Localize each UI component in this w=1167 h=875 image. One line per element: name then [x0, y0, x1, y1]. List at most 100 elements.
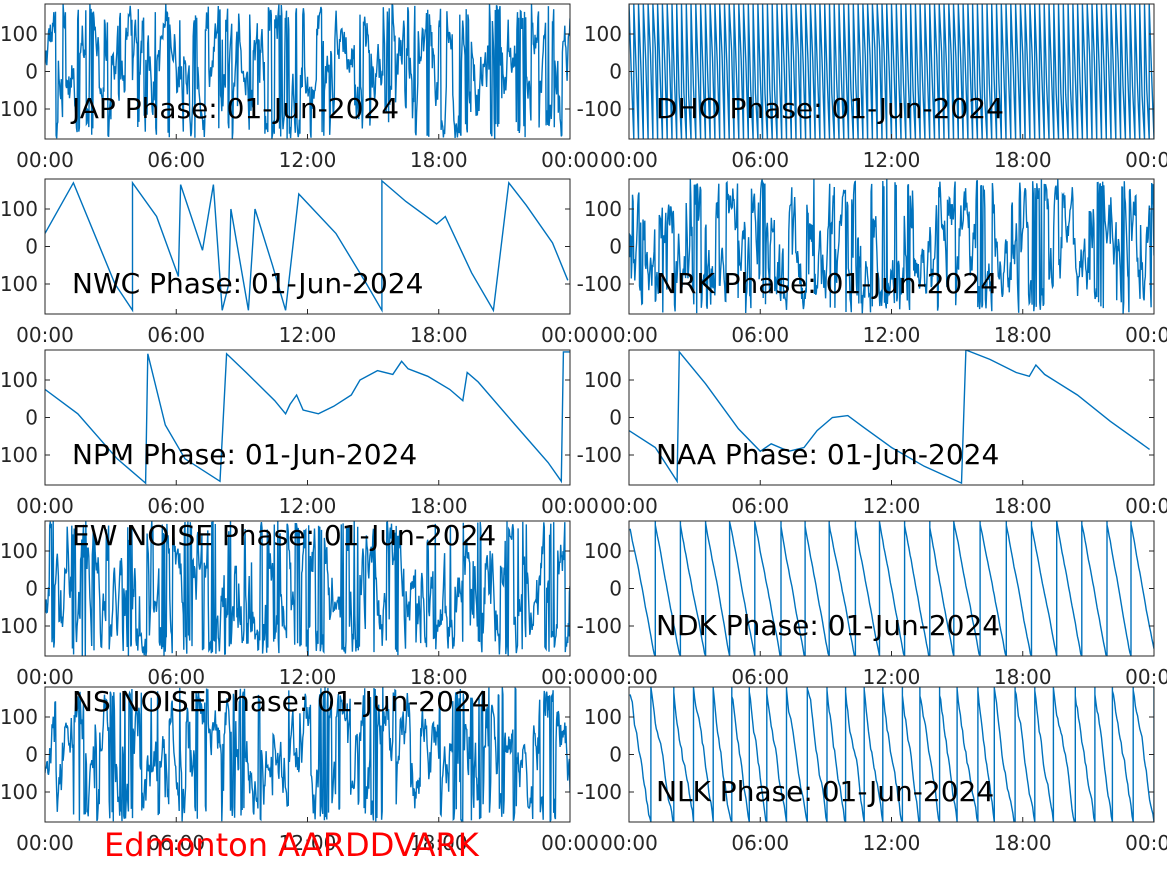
- y-tick-label: 100: [584, 705, 622, 729]
- x-tick-label: 12:00: [279, 665, 337, 689]
- panel-title: JAP Phase: 01-Jun-2024: [70, 92, 399, 125]
- y-tick-label: 100: [0, 614, 38, 638]
- phase-series-line: [45, 687, 570, 822]
- x-tick-label: 06:00: [147, 323, 205, 347]
- panel-npm: 100 0 100 00:00 06:00 12:00 18:00 00:00 NPM Phas…: [0, 349, 599, 518]
- y-tick-label: 0: [25, 406, 38, 430]
- y-tick-label: 0: [609, 406, 622, 430]
- panel-title: NDK Phase: 01-Jun-2024: [656, 609, 1000, 642]
- x-tick-label: 18:00: [410, 494, 468, 518]
- y-tick-label: 0: [25, 743, 38, 767]
- x-tick-label: 12:00: [279, 494, 337, 518]
- x-tick-label: 00:00: [600, 665, 658, 689]
- x-tick-label: 00:00: [16, 323, 74, 347]
- y-tick-label: 100: [0, 705, 38, 729]
- x-tick-label: 18:00: [994, 323, 1052, 347]
- panel-title: NS NOISE Phase: 01-Jun-2024: [72, 685, 490, 718]
- x-tick-label: 06:00: [147, 665, 205, 689]
- x-tick-label: 18:00: [994, 494, 1052, 518]
- x-tick-label: 06:00: [731, 494, 789, 518]
- y-tick-label: 0: [609, 743, 622, 767]
- phase-series-line: [629, 687, 1154, 822]
- panel-title: NPM Phase: 01-Jun-2024: [72, 438, 417, 471]
- footer: Edmonton AARDDVARK: [0, 826, 600, 870]
- y-tick-label: -100: [577, 614, 622, 638]
- y-tick-label: 100: [0, 780, 38, 804]
- y-tick-label: 100: [0, 443, 38, 467]
- x-tick-label: 12:00: [279, 831, 337, 855]
- panel-nlk: 100 0 -100 00:00 06:00 12:00 18:00 00:00 NLK Pha…: [577, 686, 1167, 855]
- y-tick-label: 100: [0, 368, 38, 392]
- x-tick-label: 00:00: [1125, 494, 1167, 518]
- x-tick-label: 18:00: [994, 665, 1052, 689]
- x-tick-label: 18:00: [410, 148, 468, 172]
- y-tick-label: 0: [25, 235, 38, 259]
- x-tick-label: 12:00: [863, 831, 921, 855]
- x-tick-label: 18:00: [994, 831, 1052, 855]
- x-tick-label: 00:00: [600, 494, 658, 518]
- y-tick-label: 0: [25, 577, 38, 601]
- x-tick-label: 00:00: [1125, 148, 1167, 172]
- panel-dho: 100 0 -100 00:00 06:00 12:00 18:00 00:00 DHO Pha…: [577, 3, 1167, 172]
- x-tick-label: 00:00: [541, 665, 599, 689]
- x-tick-label: 00:00: [16, 831, 74, 855]
- x-tick-label: 18:00: [410, 665, 468, 689]
- x-tick-label: 00:00: [541, 494, 599, 518]
- x-tick-label: 18:00: [410, 323, 468, 347]
- x-tick-label: 00:00: [1125, 323, 1167, 347]
- phase-series-line: [629, 4, 1154, 139]
- y-tick-label: 100: [0, 539, 38, 563]
- panel-title: EW NOISE Phase: 01-Jun-2024: [72, 519, 496, 552]
- x-tick-label: 00:00: [16, 665, 74, 689]
- y-tick-label: 100: [584, 197, 622, 221]
- y-tick-label: -100: [577, 272, 622, 296]
- y-tick-label: 0: [609, 60, 622, 84]
- y-tick-label: 100: [584, 368, 622, 392]
- panel-naa: 100 0 -100 00:00 06:00 12:00 18:00 00:00 NAA Pha…: [577, 349, 1167, 518]
- panel-ndk: 100 0 -100 00:00 06:00 12:00 18:00 00:00 NDK Pha…: [577, 520, 1167, 689]
- phase-series-line: [45, 351, 570, 485]
- panel-jap: 100 0 100 00:00 06:00 12:00 18:00 00:00 JAP Phas…: [0, 3, 599, 172]
- panel-title: NRK Phase: 01-Jun-2024: [656, 267, 998, 300]
- x-tick-label: 00:00: [541, 831, 599, 855]
- y-tick-label: 100: [584, 539, 622, 563]
- x-tick-label: 06:00: [731, 148, 789, 172]
- x-tick-label: 00:00: [600, 831, 658, 855]
- y-tick-label: 100: [0, 272, 38, 296]
- x-tick-label: 12:00: [863, 494, 921, 518]
- y-tick-label: 100: [0, 22, 38, 46]
- x-tick-label: 00:00: [16, 494, 74, 518]
- x-tick-label: 00:00: [600, 323, 658, 347]
- panel-ew-noise: 100 0 100 00:00 06:00 12:00 18:00 00:00 EW NOISE…: [0, 519, 599, 689]
- phase-series-line: [45, 179, 569, 313]
- x-tick-label: 12:00: [863, 665, 921, 689]
- x-tick-label: 12:00: [279, 148, 337, 172]
- y-tick-label: 100: [0, 97, 38, 121]
- panel-title: NLK Phase: 01-Jun-2024: [656, 775, 994, 808]
- x-tick-label: 06:00: [731, 665, 789, 689]
- panel-title: DHO Phase: 01-Jun-2024: [656, 92, 1004, 125]
- x-tick-label: 06:00: [147, 831, 205, 855]
- x-tick-label: 06:00: [731, 831, 789, 855]
- x-tick-label: 06:00: [147, 148, 205, 172]
- y-tick-label: 0: [25, 60, 38, 84]
- y-tick-label: -100: [577, 443, 622, 467]
- x-tick-label: 06:00: [731, 323, 789, 347]
- x-tick-label: 00:00: [541, 323, 599, 347]
- x-tick-label: 06:00: [147, 494, 205, 518]
- x-tick-label: 00:00: [1125, 831, 1167, 855]
- panel-title: NWC Phase: 01-Jun-2024: [72, 267, 423, 300]
- x-tick-label: 00:00: [600, 148, 658, 172]
- phase-series-line: [629, 179, 1154, 314]
- x-tick-label: 18:00: [410, 831, 468, 855]
- x-tick-label: 00:00: [1125, 665, 1167, 689]
- station-label: Edmonton AARDDVARK: [104, 826, 479, 864]
- y-tick-label: 100: [584, 22, 622, 46]
- phase-series-line: [45, 4, 570, 139]
- x-tick-label: 12:00: [279, 323, 337, 347]
- y-tick-label: -100: [577, 97, 622, 121]
- panel-nwc: 100 0 100 00:00 06:00 12:00 18:00 00:00 NWC Phas…: [0, 178, 599, 347]
- x-tick-label: 18:00: [994, 148, 1052, 172]
- y-tick-label: -100: [577, 780, 622, 804]
